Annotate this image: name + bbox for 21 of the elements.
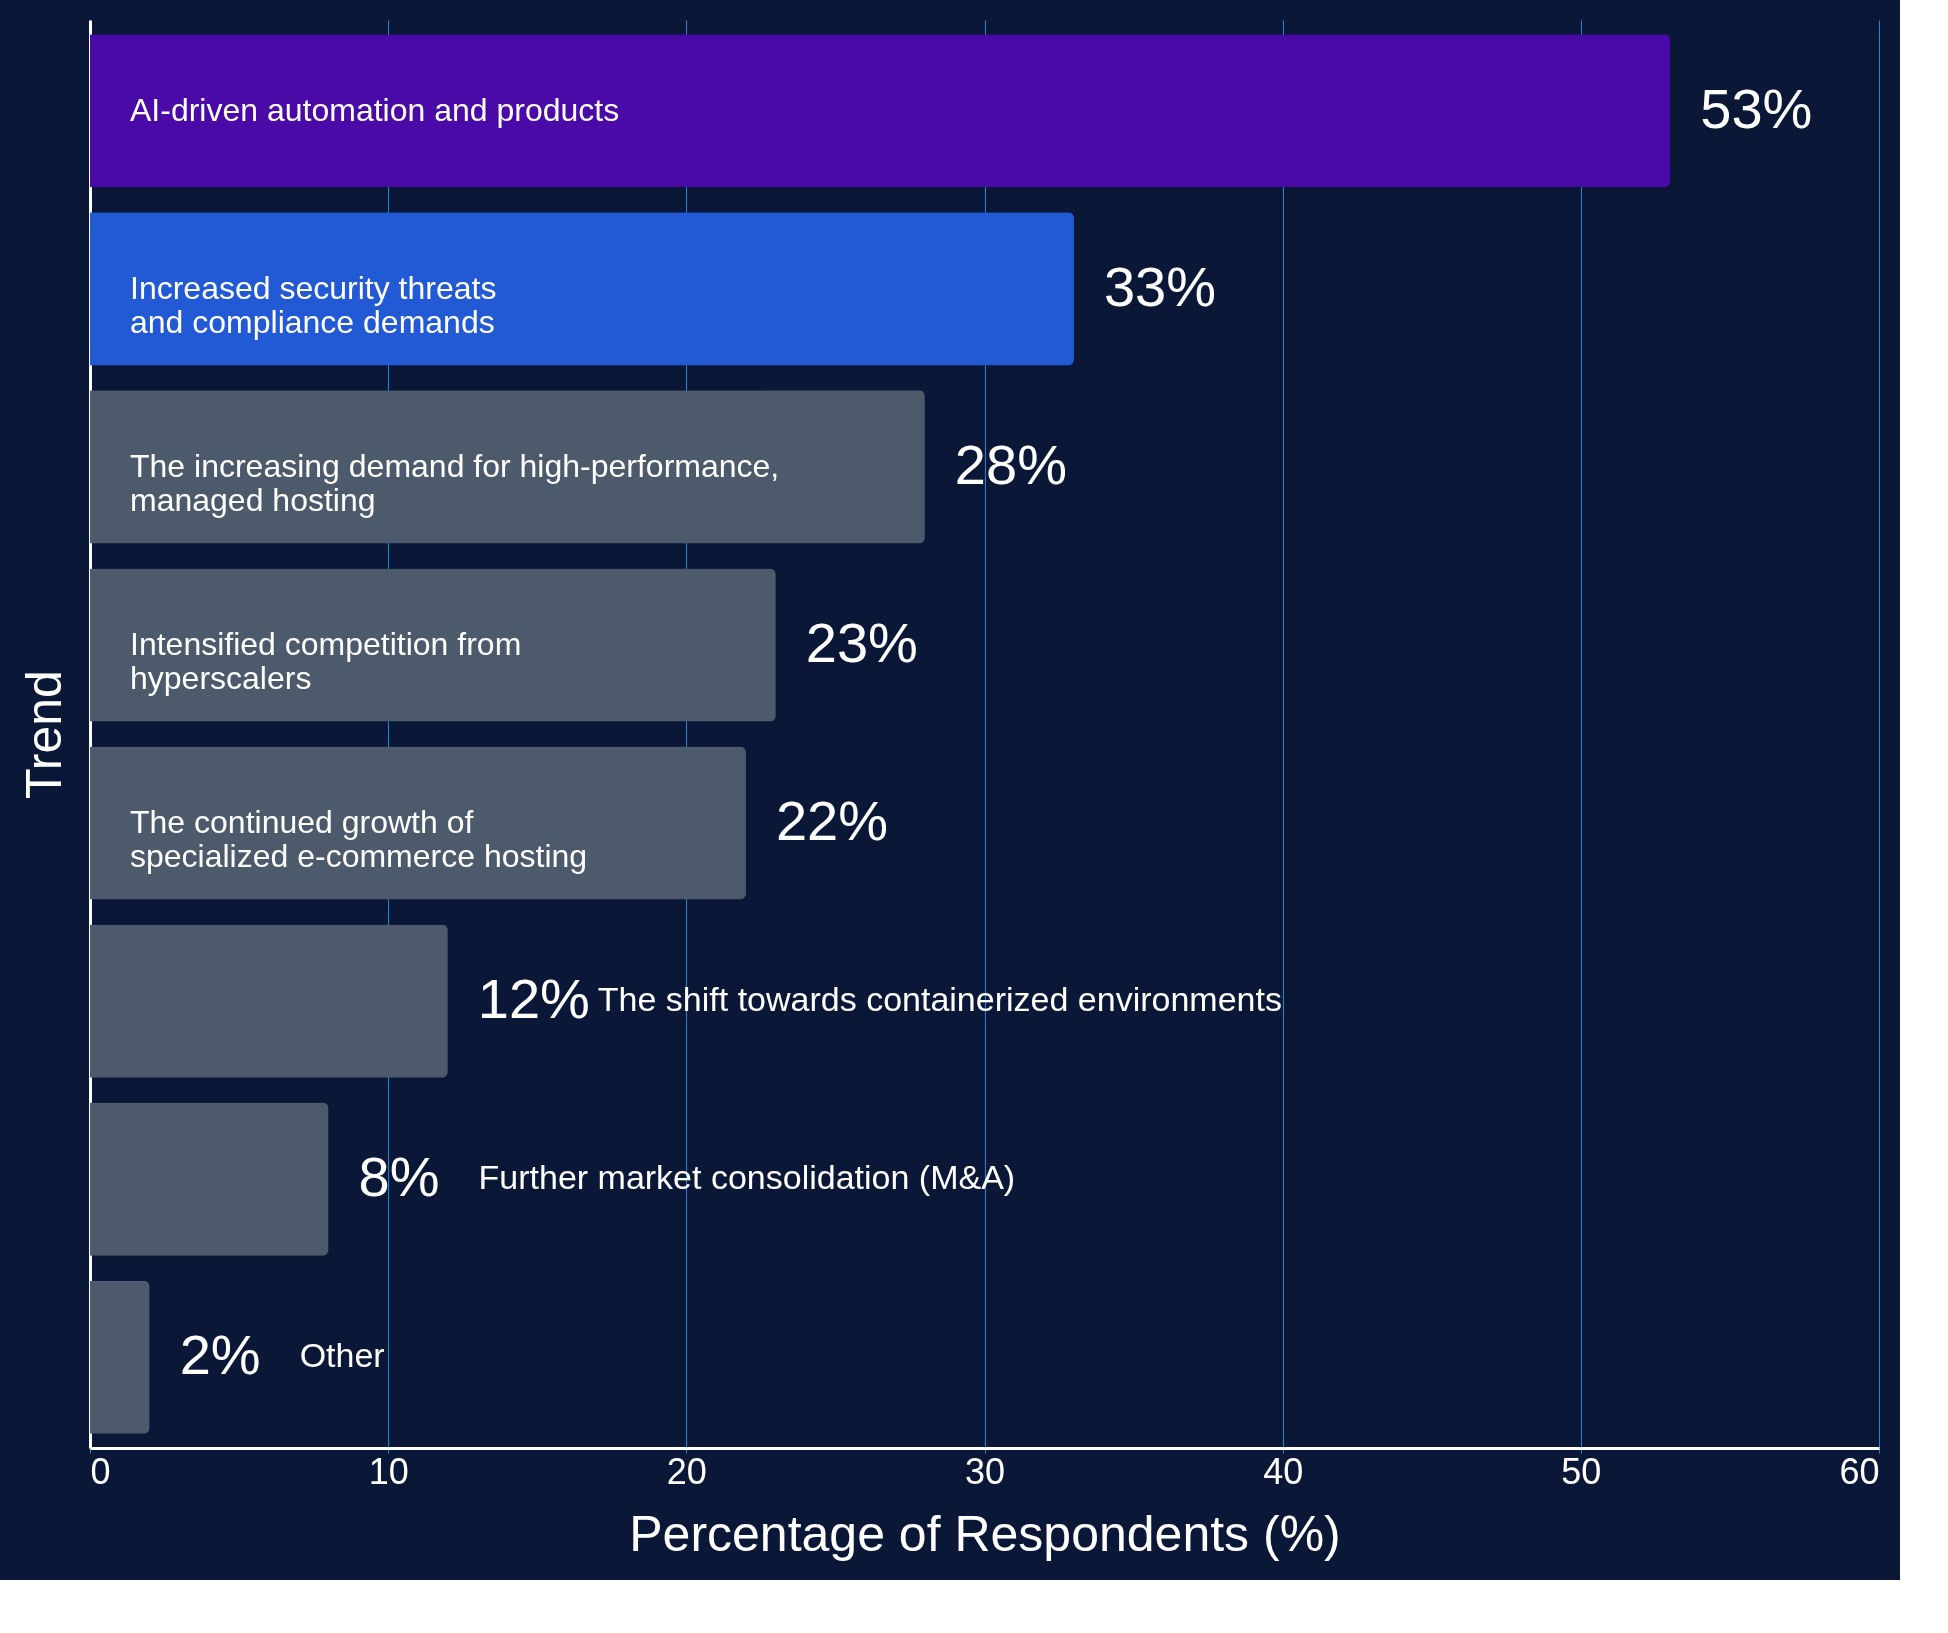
- data-label: 12%: [477, 967, 590, 1031]
- y-tick-label: Other: [299, 1336, 385, 1375]
- x-tick-label: 40: [1263, 1450, 1304, 1492]
- x-tick-label: 20: [666, 1450, 707, 1492]
- data-label: 22%: [775, 789, 889, 853]
- y-tick-label: AI-driven automation and products: [130, 91, 620, 128]
- x-tick-label: 60: [1839, 1450, 1880, 1492]
- y-tick-label: Intensified competition from hyperscalers: [130, 625, 522, 696]
- data-label: 53%: [1700, 76, 1813, 140]
- x-axis-title: Percentage of Respondents (%): [629, 1505, 1341, 1562]
- x-tick-label: 30: [964, 1450, 1006, 1492]
- x-tick-label: 10: [368, 1450, 409, 1492]
- data-label: 33%: [1103, 254, 1217, 318]
- y-tick-label: Increased security threats and compliance demands: [130, 269, 497, 340]
- y-tick-label: The increasing demand for high-performance, managed hosting: [130, 447, 780, 518]
- y-tick-label: The continued growth of specialized e-commerce hosting: [130, 804, 588, 875]
- data-label: 23%: [805, 610, 918, 674]
- x-tick-label: 50: [1561, 1450, 1602, 1492]
- y-axis-title: Trend: [15, 670, 72, 799]
- data-label: 2%: [179, 1323, 261, 1387]
- x-tick-label: 0: [90, 1450, 111, 1492]
